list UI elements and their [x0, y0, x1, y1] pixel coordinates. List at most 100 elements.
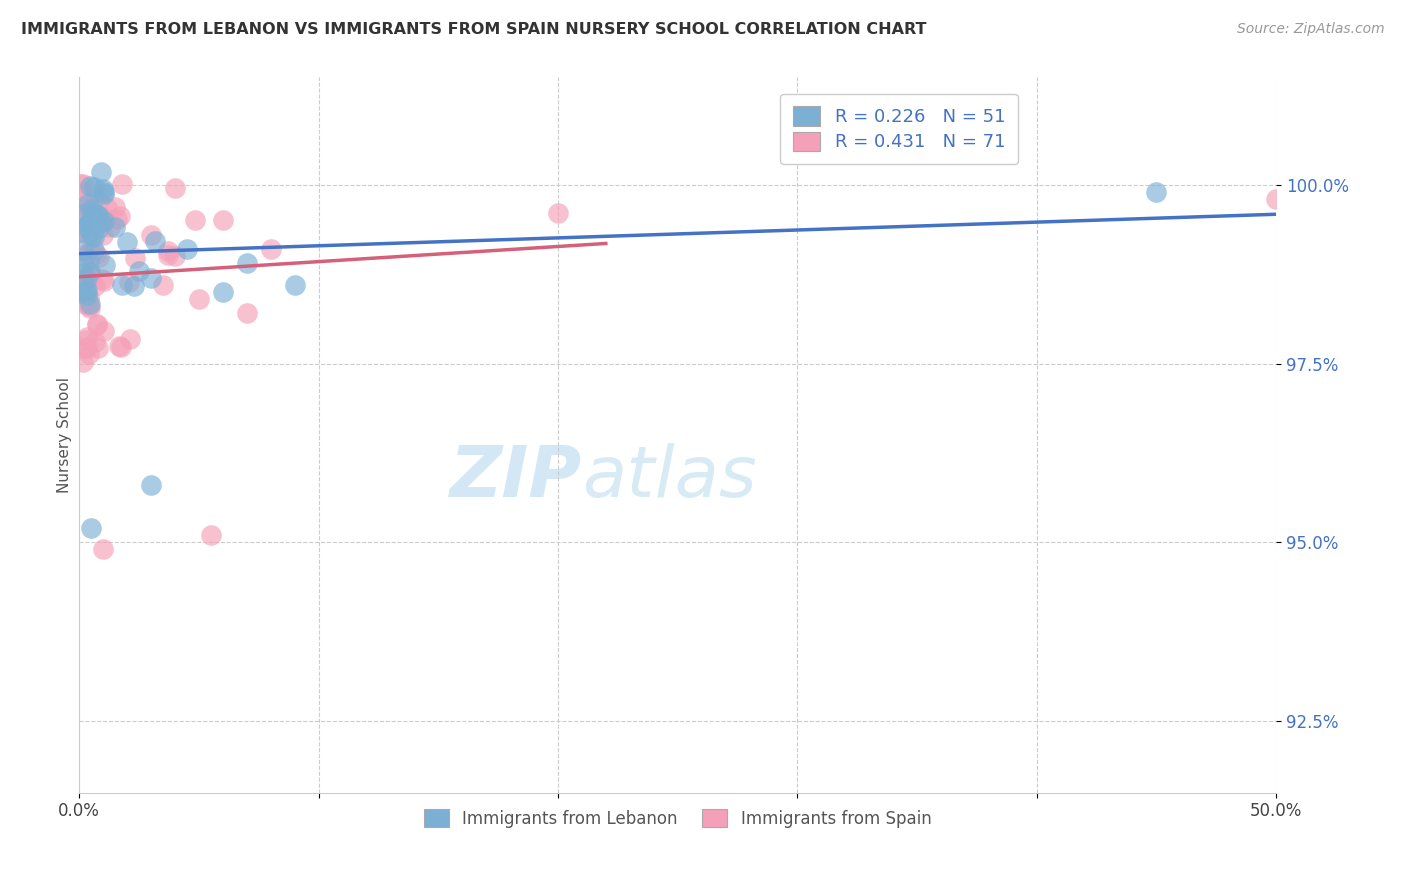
Point: [79, 179, 101, 194]
Point: [103, 200, 125, 214]
Point: [72, 243, 94, 257]
Point: [69, 178, 91, 192]
Point: [87, 250, 110, 264]
Point: [75, 333, 97, 347]
Point: [87, 208, 110, 222]
Point: [79, 301, 101, 316]
Point: [79, 269, 101, 284]
Point: [184, 213, 207, 227]
Point: [86, 318, 108, 332]
Point: [1265, 192, 1288, 206]
Point: [76, 199, 98, 213]
Point: [82, 204, 104, 219]
Point: [72, 205, 94, 219]
Point: [83, 230, 105, 244]
Point: [87, 194, 110, 209]
Point: [128, 263, 150, 277]
Point: [76, 341, 98, 355]
Point: [76, 246, 98, 260]
Point: [79, 218, 101, 232]
Point: [79, 266, 101, 280]
Point: [79, 214, 101, 228]
Point: [93, 187, 115, 202]
Point: [284, 277, 307, 292]
Point: [84, 190, 107, 204]
Point: [72, 355, 94, 369]
Point: [176, 242, 198, 256]
Point: [77, 245, 100, 260]
Point: [547, 206, 569, 220]
Point: [143, 234, 166, 248]
Point: [156, 248, 179, 262]
Point: [98, 219, 121, 234]
Point: [200, 528, 222, 542]
Point: [139, 270, 162, 285]
Point: [111, 277, 134, 292]
Point: [152, 277, 174, 292]
Point: [79, 297, 101, 311]
Point: [83, 180, 105, 194]
Point: [118, 275, 141, 289]
Point: [86, 211, 108, 226]
Point: [93, 185, 115, 199]
Point: [76, 283, 98, 297]
Point: [163, 181, 186, 195]
Point: [76, 288, 98, 302]
Point: [77, 216, 100, 230]
Text: atlas: atlas: [582, 443, 756, 513]
Y-axis label: Nursery School: Nursery School: [58, 377, 72, 493]
Point: [118, 332, 141, 346]
Point: [83, 334, 105, 349]
Point: [91, 272, 114, 286]
Point: [93, 181, 115, 195]
Point: [84, 279, 107, 293]
Point: [104, 219, 127, 234]
Point: [69, 225, 91, 239]
Point: [73, 266, 96, 280]
Point: [211, 285, 233, 299]
Point: [73, 341, 96, 355]
Point: [139, 478, 162, 492]
Point: [91, 542, 114, 557]
Point: [110, 340, 132, 354]
Point: [108, 338, 131, 352]
Point: [156, 244, 179, 259]
Point: [139, 227, 162, 242]
Point: [76, 195, 98, 210]
Point: [235, 256, 257, 270]
Point: [259, 242, 281, 256]
Point: [77, 299, 100, 313]
Point: [77, 252, 100, 267]
Point: [163, 249, 186, 263]
Point: [70, 222, 93, 236]
Point: [76, 330, 98, 344]
Point: [80, 228, 103, 243]
Point: [79, 265, 101, 279]
Text: ZIP: ZIP: [450, 443, 582, 513]
Point: [73, 256, 96, 270]
Point: [70, 286, 93, 301]
Point: [105, 211, 128, 226]
Point: [93, 325, 115, 339]
Text: IMMIGRANTS FROM LEBANON VS IMMIGRANTS FROM SPAIN NURSERY SCHOOL CORRELATION CHAR: IMMIGRANTS FROM LEBANON VS IMMIGRANTS FR…: [21, 22, 927, 37]
Point: [77, 292, 100, 306]
Point: [79, 244, 101, 258]
Point: [91, 214, 114, 228]
Point: [93, 214, 115, 228]
Point: [79, 268, 101, 283]
Point: [70, 185, 93, 199]
Point: [82, 201, 104, 215]
Point: [86, 317, 108, 331]
Point: [86, 247, 108, 261]
Point: [115, 235, 138, 249]
Point: [91, 228, 114, 243]
Point: [94, 258, 117, 272]
Legend: Immigrants from Lebanon, Immigrants from Spain: Immigrants from Lebanon, Immigrants from…: [418, 803, 938, 834]
Point: [76, 271, 98, 285]
Point: [75, 273, 97, 287]
Point: [187, 292, 209, 306]
Point: [94, 211, 117, 225]
Point: [73, 297, 96, 311]
Text: Source: ZipAtlas.com: Source: ZipAtlas.com: [1237, 22, 1385, 37]
Point: [235, 306, 257, 320]
